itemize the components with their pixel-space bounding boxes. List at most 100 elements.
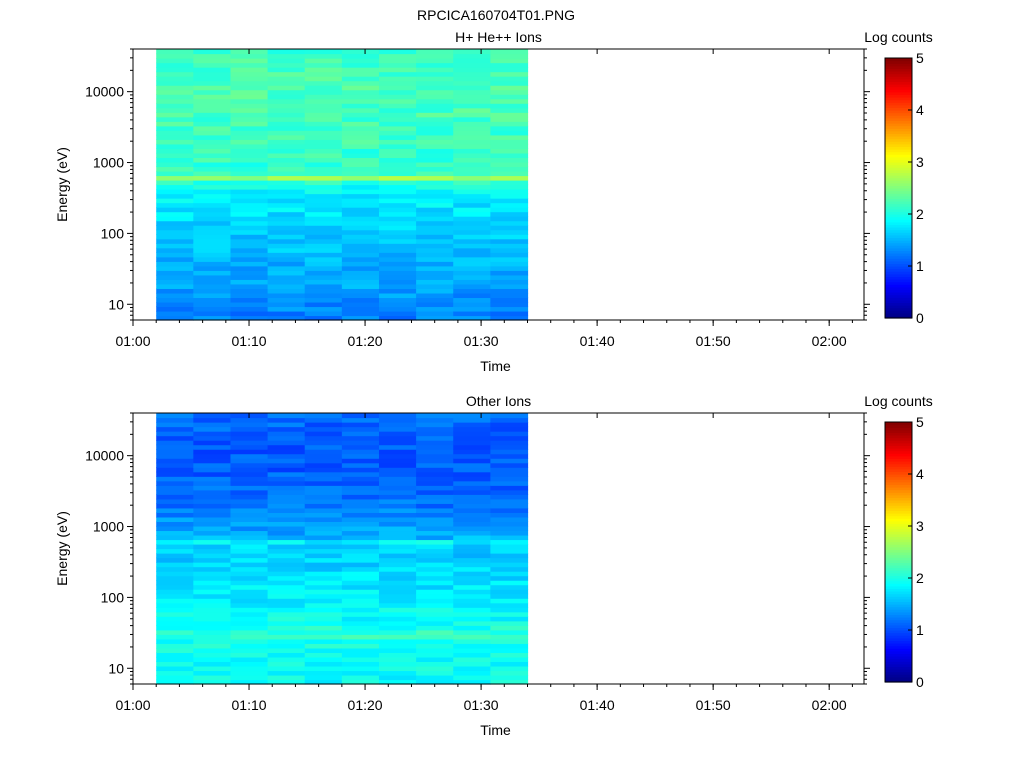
heatmap-cell [156, 112, 194, 118]
heatmap-cell [416, 202, 454, 208]
heatmap-cell [378, 467, 417, 473]
heatmap-cell [453, 125, 491, 131]
heatmap-cell [156, 458, 194, 464]
heatmap-cell [416, 507, 454, 513]
colorbar-segment [885, 601, 912, 605]
heatmap-cell [416, 161, 454, 168]
colorbar-segment [885, 112, 912, 116]
heatmap-cell [378, 485, 417, 491]
heatmap-cell [267, 580, 306, 586]
heatmap-cell [230, 261, 269, 267]
colorbar-segment [885, 310, 912, 314]
heatmap-cell [378, 71, 417, 77]
heatmap-cell [193, 274, 232, 280]
heatmap-cell [453, 471, 491, 477]
heatmap-cell [156, 530, 194, 536]
heatmap-cell [193, 288, 232, 294]
heatmap-cell [230, 166, 269, 172]
heatmap-cell [267, 593, 306, 599]
heatmap-cell [490, 449, 529, 455]
heatmap-cell [267, 674, 306, 681]
heatmap-cell [378, 571, 417, 577]
heatmap-cell [304, 530, 343, 536]
heatmap-cell [341, 53, 380, 59]
colorbar-segment [885, 572, 912, 576]
heatmap-cell [490, 616, 529, 622]
colorbar-segment [885, 531, 912, 535]
heatmap-cell [156, 444, 194, 450]
heatmap-cell [341, 589, 380, 595]
heatmap-cell [378, 503, 417, 509]
heatmap-cell [304, 76, 343, 82]
heatmap-cell [453, 94, 491, 100]
heatmap-cell [193, 679, 232, 685]
colorbar-label: Log counts [864, 29, 933, 45]
heatmap-cell [156, 593, 194, 599]
heatmap-cell [416, 94, 454, 100]
heatmap-cell [267, 426, 306, 432]
heatmap-cell [193, 297, 232, 303]
heatmap-cell [156, 297, 194, 303]
heatmap-cell [156, 494, 194, 500]
heatmap-cell [267, 553, 306, 559]
colorbar-segment [885, 546, 912, 550]
heatmap-cell [304, 444, 343, 450]
heatmap-cell [267, 417, 306, 423]
colorbar-segment [885, 89, 912, 93]
heatmap-cell [193, 211, 232, 217]
heatmap-cell [378, 620, 417, 626]
heatmap-cell [378, 256, 417, 262]
heatmap-cell [453, 562, 491, 568]
heatmap-cell [193, 674, 232, 681]
heatmap-cell [230, 598, 269, 604]
x-axis-label: Time [480, 722, 511, 738]
heatmap-cell [378, 116, 417, 122]
heatmap-cell [304, 674, 343, 681]
heatmap-cell [230, 661, 269, 667]
heatmap-cell [267, 629, 306, 635]
heatmap-cell [341, 98, 380, 104]
heatmap-cell [490, 148, 529, 154]
heatmap-cell [304, 130, 343, 136]
heatmap-cell [453, 274, 491, 280]
heatmap-cell [378, 417, 417, 423]
colorbar-segment [885, 565, 912, 569]
heatmap-cell [156, 431, 194, 437]
heatmap-cell [267, 94, 306, 100]
heatmap-cell [304, 170, 343, 177]
colorbar-segment [885, 143, 912, 147]
heatmap-cell [267, 71, 306, 77]
heatmap-cell [453, 265, 491, 271]
heatmap-cell [453, 584, 491, 590]
heatmap-cell [490, 175, 529, 181]
heatmap-cell [304, 580, 343, 586]
heatmap-cell [193, 207, 232, 213]
heatmap-cell [341, 634, 380, 640]
colorbar-segment [885, 250, 912, 254]
heatmap-cell [193, 575, 232, 581]
heatmap-cell [490, 152, 529, 158]
heatmap-cell [193, 121, 232, 127]
heatmap-cell [230, 184, 269, 190]
heatmap-cell [378, 211, 417, 217]
heatmap-cell [304, 279, 343, 285]
heatmap-cell [156, 616, 194, 622]
heatmap-cell [230, 575, 269, 581]
colorbar-segment [885, 554, 912, 558]
heatmap-cell [304, 512, 343, 518]
heatmap-cell [378, 674, 417, 681]
heatmap-cell [490, 422, 529, 428]
heatmap-cell [156, 548, 194, 554]
heatmap-cell [267, 413, 306, 419]
colorbar-segment [885, 297, 912, 301]
heatmap-cell [378, 265, 417, 271]
heatmap-cell [416, 89, 454, 95]
heatmap-cell [267, 76, 306, 82]
heatmap-cell [341, 148, 380, 154]
heatmap-cell [416, 471, 454, 477]
heatmap-cell [304, 539, 343, 545]
heatmap-cell [304, 521, 343, 527]
heatmap-cell [193, 157, 232, 163]
heatmap-cell [267, 306, 306, 312]
heatmap-cell [156, 426, 194, 432]
